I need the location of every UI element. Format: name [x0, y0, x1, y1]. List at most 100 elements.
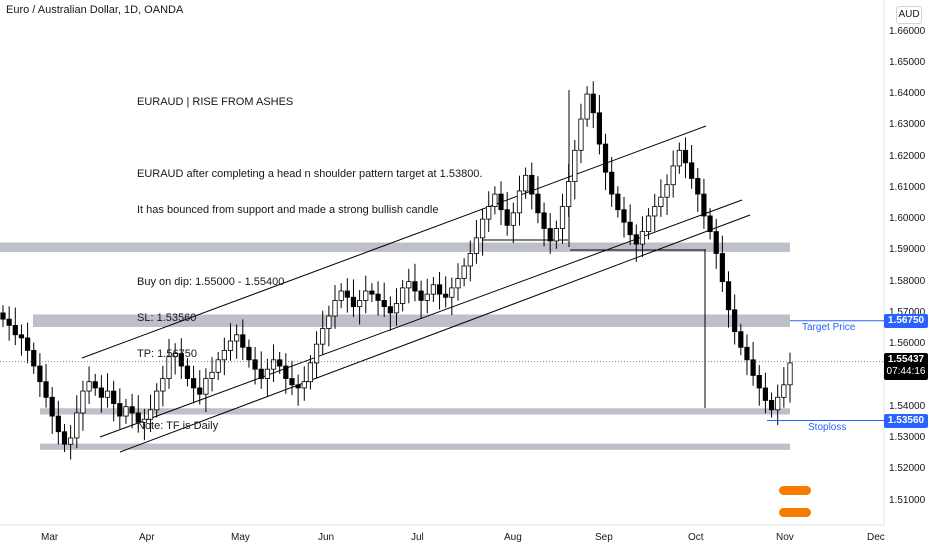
author-badge-icon-2: [779, 508, 811, 517]
candle-body: [37, 365, 43, 383]
candle-body: [240, 334, 246, 348]
candle-body: [203, 378, 209, 395]
time-tick-label: Sep: [595, 532, 613, 543]
trend-line: [119, 214, 751, 453]
time-tick-label: Nov: [776, 532, 794, 543]
candle-body: [676, 149, 682, 167]
candle-body: [473, 237, 480, 254]
zone-rect: [40, 443, 790, 450]
note-heading: EURAUD | RISE FROM ASHES: [137, 96, 294, 108]
candle-body: [141, 418, 148, 423]
candle-body: [750, 359, 756, 376]
idea-note: EURAUD | RISE FROM ASHES EURAUD after co…: [137, 72, 483, 444]
candle-body: [12, 325, 18, 336]
candle-body: [400, 287, 406, 304]
stoploss-price-tag: 1.53560: [884, 414, 928, 428]
candle-body: [455, 278, 461, 289]
candle-body: [492, 193, 498, 207]
candle-body: [307, 362, 314, 383]
candle-body: [338, 290, 344, 301]
candle-body: [566, 181, 572, 207]
candle-body: [645, 215, 652, 233]
price-tick-label: 1.62000: [889, 150, 926, 162]
candle-body: [387, 306, 393, 314]
candle-body: [49, 396, 55, 417]
candle-body: [418, 290, 424, 301]
candle-body: [547, 228, 553, 242]
candle-body: [209, 371, 215, 379]
candle-body: [375, 293, 381, 301]
price-tick-label: 1.63000: [889, 119, 926, 131]
candle-body: [707, 215, 713, 233]
candle-body: [31, 350, 37, 367]
candle-body: [725, 281, 732, 311]
candle-body: [264, 368, 270, 379]
candle-body: [633, 234, 639, 245]
candle-body: [129, 406, 135, 414]
price-tick-label: 1.60000: [889, 213, 926, 225]
candle-body: [609, 171, 615, 195]
note-tp: TP: 1.56750: [137, 348, 197, 360]
candle-body: [363, 290, 369, 301]
candle-body: [61, 431, 68, 445]
candle-body: [732, 309, 738, 333]
candle-body: [154, 390, 160, 411]
candle-body: [393, 303, 400, 314]
price-tick-label: 1.51000: [889, 494, 926, 506]
price-tick-label: 1.64000: [889, 88, 926, 100]
price-tick-label: 1.66000: [889, 25, 926, 37]
candle-body: [406, 281, 412, 289]
currency-button[interactable]: AUD: [896, 6, 922, 24]
candle-body: [18, 334, 25, 339]
candle-body: [639, 231, 646, 245]
candle-body: [621, 209, 627, 223]
candle-body: [270, 359, 277, 370]
candle-body: [289, 378, 295, 386]
candle-body: [135, 412, 141, 423]
price-tick-label: 1.56000: [889, 338, 926, 350]
price-tick-label: 1.53000: [889, 431, 926, 443]
target-price-tag: 1.56750: [884, 314, 928, 328]
zone-rect: [0, 242, 790, 252]
candle-body: [43, 381, 49, 398]
price-tick-label: 1.58000: [889, 275, 926, 287]
candle-body: [523, 174, 529, 192]
candle-body: [6, 318, 12, 326]
candle-body: [424, 293, 430, 301]
trend-line: [81, 125, 707, 359]
candle-body: [510, 212, 516, 226]
candle-body: [178, 353, 184, 367]
candle-body: [258, 368, 264, 379]
candle-body: [430, 284, 436, 295]
candle-body: [479, 218, 486, 239]
candle-body: [713, 231, 719, 254]
candle-body: [98, 387, 104, 398]
time-tick-label: May: [231, 532, 250, 543]
note-tf: Note: TF is Daily: [137, 420, 219, 432]
candle-body: [246, 346, 252, 361]
support-resistance-zones: [0, 242, 790, 450]
time-tick-label: Aug: [504, 532, 522, 543]
candle-body: [615, 193, 621, 211]
candle-body: [221, 350, 227, 361]
candle-body: [627, 221, 633, 236]
symbol-title[interactable]: Euro / Australian Dollar, 1D, OANDA: [6, 4, 184, 16]
candle-body: [0, 312, 6, 320]
candle-body: [781, 384, 787, 398]
candle-body: [584, 93, 590, 120]
candle-body: [184, 365, 191, 379]
candle-body: [92, 381, 98, 389]
candle-body: [111, 390, 117, 404]
candle-body: [762, 387, 769, 401]
candle-body: [719, 253, 725, 283]
candle-body: [738, 331, 744, 348]
time-tick-label: Oct: [688, 532, 704, 543]
candle-body: [166, 356, 172, 379]
price-tick-label: 1.57000: [889, 306, 926, 318]
note-buy: Buy on dip: 1.55000 - 1.55400: [137, 276, 285, 288]
candle-body: [252, 359, 258, 370]
time-tick-label: Mar: [41, 532, 59, 543]
time-tick-label: Dec: [867, 532, 885, 543]
